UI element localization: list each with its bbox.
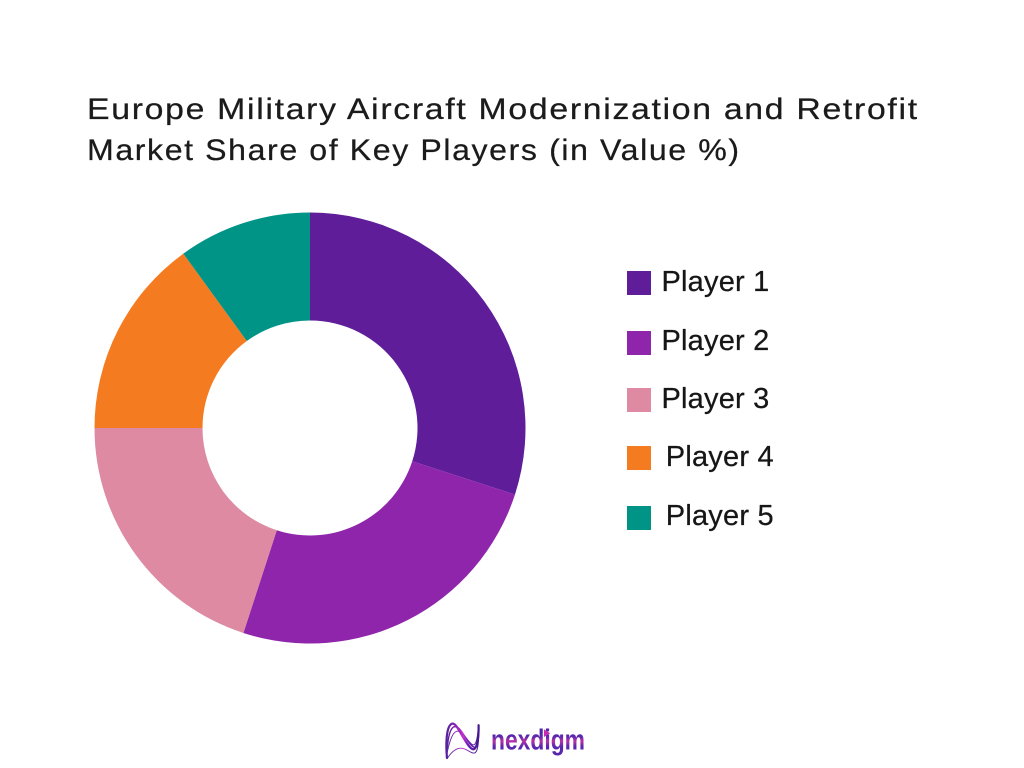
svg-text:nexdigm: nexdigm xyxy=(491,725,585,757)
